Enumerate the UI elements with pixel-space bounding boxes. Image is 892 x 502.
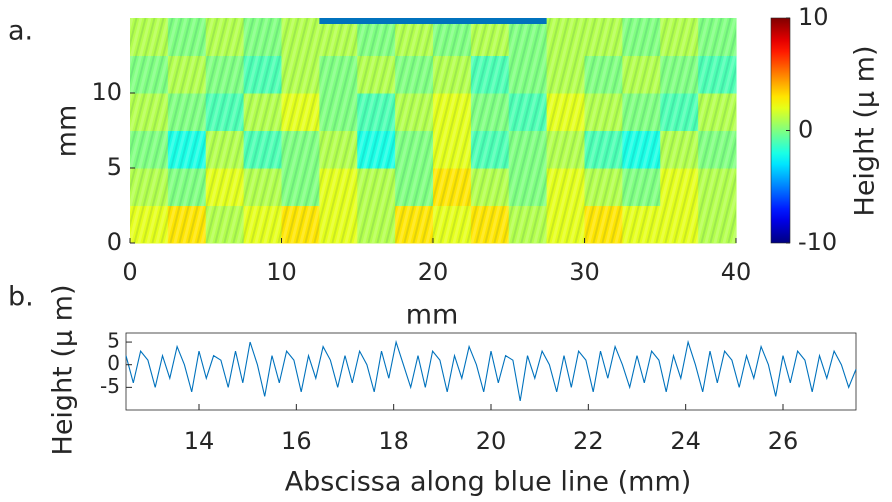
y-tick-label: 10 <box>91 78 122 106</box>
x-tick-label: 0 <box>122 258 137 286</box>
y-tick-label: 5 <box>107 329 120 353</box>
y-tick-label: -5 <box>100 374 120 398</box>
x-tick-label: 40 <box>721 258 752 286</box>
x-tick-label: 18 <box>378 427 409 455</box>
colorbar-tick-label: 10 <box>798 3 829 31</box>
y-axis-label: mm <box>52 105 83 158</box>
colorbar-tick-label: -10 <box>798 228 837 256</box>
x-tick-label: 24 <box>670 427 701 455</box>
y-tick-label: 5 <box>107 153 122 181</box>
y-tick-label: 0 <box>107 351 120 375</box>
x-tick-label: 16 <box>281 427 312 455</box>
y-axis-label: Height (μ m) <box>48 285 79 456</box>
x-tick-label: 20 <box>418 258 449 286</box>
x-tick-label: 14 <box>184 427 215 455</box>
x-tick-label: 22 <box>573 427 604 455</box>
x-tick-label: 30 <box>569 258 600 286</box>
x-axis-label: Abscissa along blue line (mm) <box>285 467 692 498</box>
x-tick-label: 10 <box>266 258 297 286</box>
colorbar-tick-label: 0 <box>798 116 813 144</box>
data-line <box>125 339 857 402</box>
colorbar-label: Height (μ m) <box>850 46 881 217</box>
x-tick-label: 20 <box>476 427 507 455</box>
x-axis-label: mm <box>406 300 459 331</box>
panel-label: b. <box>8 282 34 313</box>
panel-label: a. <box>8 16 33 47</box>
x-tick-label: 26 <box>768 427 799 455</box>
y-tick-label: 0 <box>107 228 122 256</box>
texture <box>130 18 736 243</box>
plot-area <box>125 332 857 411</box>
